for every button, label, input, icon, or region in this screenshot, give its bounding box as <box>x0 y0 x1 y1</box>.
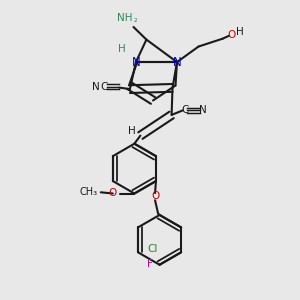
Text: N: N <box>92 82 100 92</box>
Text: H: H <box>128 126 136 136</box>
Text: N: N <box>131 56 140 69</box>
Text: H: H <box>236 27 244 37</box>
Text: C: C <box>101 82 108 92</box>
Text: N: N <box>172 56 182 69</box>
Text: O: O <box>108 188 116 198</box>
Text: F: F <box>147 259 153 269</box>
Text: ₂: ₂ <box>134 15 137 24</box>
Text: O: O <box>227 29 236 40</box>
Text: H: H <box>118 44 125 55</box>
Text: CH₃: CH₃ <box>80 187 98 197</box>
Text: C: C <box>182 105 189 115</box>
Text: N: N <box>199 105 206 115</box>
Text: Cl: Cl <box>147 244 158 254</box>
Text: O: O <box>151 191 159 201</box>
Text: NH: NH <box>117 13 132 23</box>
